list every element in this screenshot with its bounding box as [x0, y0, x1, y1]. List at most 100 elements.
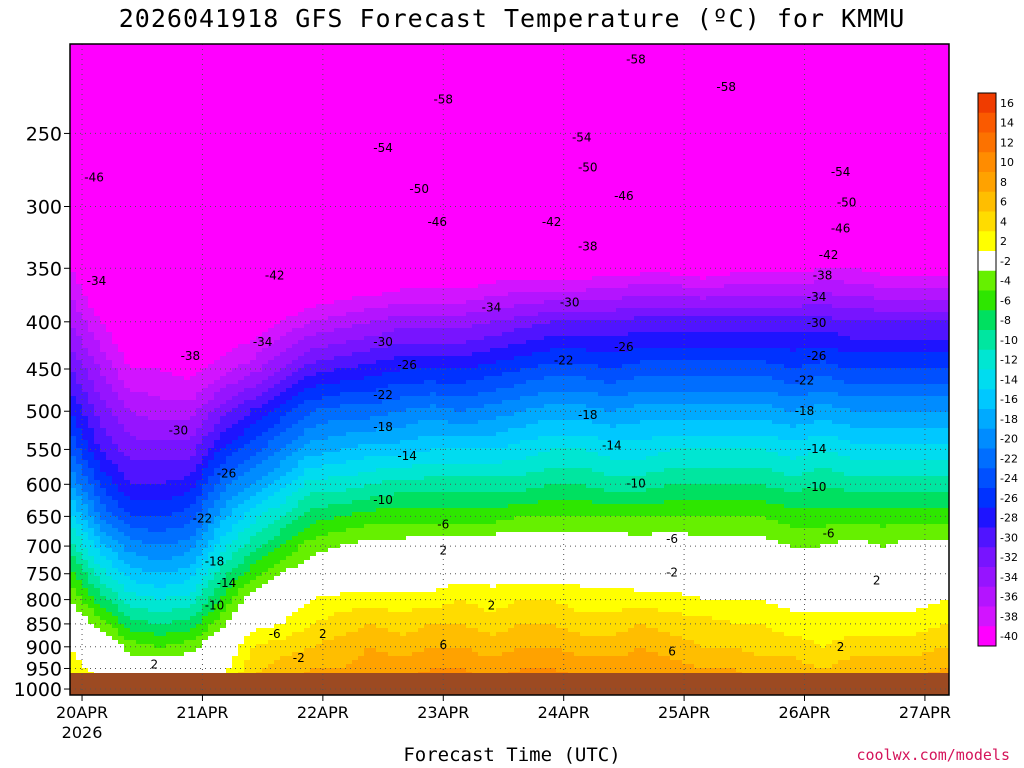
temperature-cell	[118, 556, 125, 561]
temperature-cell	[184, 104, 191, 109]
temperature-cell	[244, 372, 251, 377]
temperature-cell	[106, 620, 113, 625]
temperature-cell	[142, 668, 149, 673]
temperature-cell	[94, 116, 101, 121]
temperature-cell	[112, 560, 119, 565]
temperature-cell	[136, 308, 143, 313]
temperature-cell	[172, 660, 179, 665]
temperature-cell	[118, 220, 125, 225]
temperature-cell	[160, 560, 167, 565]
temperature-cell	[82, 312, 89, 317]
temperature-cell	[232, 640, 239, 645]
temperature-cell	[124, 328, 131, 333]
temperature-cell	[94, 352, 101, 357]
temperature-cell	[124, 540, 131, 545]
temperature-cell	[202, 172, 209, 177]
temperature-cell	[82, 516, 89, 521]
temperature-cell	[220, 372, 227, 377]
temperature-cell	[70, 428, 77, 433]
temperature-cell	[112, 648, 119, 653]
temperature-cell	[118, 424, 125, 429]
temperature-cell	[196, 604, 203, 609]
temperature-cell	[208, 100, 215, 105]
temperature-cell	[154, 252, 161, 257]
temperature-cell	[232, 116, 239, 121]
temperature-cell	[118, 108, 125, 113]
temperature-cell	[124, 292, 131, 297]
temperature-cell	[178, 668, 185, 673]
temperature-cell	[184, 544, 191, 549]
temperature-cell	[196, 540, 203, 545]
temperature-cell	[88, 312, 95, 317]
temperature-cell	[124, 100, 131, 105]
temperature-cell	[154, 648, 161, 653]
temperature-cell	[172, 380, 179, 385]
temperature-cell	[244, 88, 251, 93]
temperature-cell	[226, 224, 233, 229]
temperature-cell	[166, 44, 173, 49]
temperature-cell	[184, 636, 191, 641]
temperature-cell	[118, 176, 125, 181]
temperature-cell	[202, 556, 209, 561]
temperature-cell	[184, 352, 191, 357]
temperature-cell	[142, 556, 149, 561]
temperature-cell	[118, 184, 125, 189]
temperature-cell	[190, 480, 197, 485]
temperature-cell	[100, 468, 107, 473]
temperature-cell	[166, 492, 173, 497]
temperature-cell	[142, 56, 149, 61]
temperature-cell	[226, 144, 233, 149]
temperature-cell	[214, 376, 221, 381]
temperature-cell	[160, 192, 167, 197]
temperature-cell	[112, 116, 119, 121]
temperature-cell	[154, 472, 161, 477]
temperature-cell	[100, 88, 107, 93]
temperature-cell	[124, 160, 131, 165]
temperature-cell	[136, 168, 143, 173]
temperature-cell	[106, 56, 113, 61]
temperature-cell	[100, 256, 107, 261]
temperature-cell	[154, 528, 161, 533]
temperature-cell	[76, 536, 83, 541]
temperature-cell	[142, 560, 149, 565]
temperature-cell	[226, 556, 233, 561]
temperature-cell	[214, 628, 221, 633]
temperature-cell	[88, 500, 95, 505]
temperature-cell	[154, 480, 161, 485]
temperature-cell	[118, 364, 125, 369]
temperature-cell	[118, 668, 125, 673]
temperature-cell	[220, 264, 227, 269]
temperature-cell	[106, 80, 113, 85]
temperature-cell	[250, 172, 257, 177]
temperature-cell	[232, 72, 239, 77]
temperature-cell	[244, 436, 251, 441]
temperature-cell	[148, 316, 155, 321]
temperature-cell	[250, 188, 257, 193]
temperature-cell	[70, 648, 77, 653]
temperature-cell	[142, 348, 149, 353]
temperature-cell	[148, 504, 155, 509]
temperature-cell	[106, 340, 113, 345]
temperature-cell	[220, 648, 227, 653]
temperature-cell	[76, 72, 83, 77]
temperature-cell	[136, 564, 143, 569]
temperature-cell	[190, 552, 197, 557]
temperature-cell	[94, 620, 101, 625]
temperature-cell	[70, 216, 77, 221]
temperature-cell	[166, 436, 173, 441]
temperature-cell	[154, 324, 161, 329]
temperature-cell	[100, 140, 107, 145]
temperature-cell	[190, 172, 197, 177]
temperature-cell	[172, 80, 179, 85]
temperature-cell	[100, 424, 107, 429]
temperature-cell	[214, 484, 221, 489]
temperature-cell	[82, 136, 89, 141]
temperature-cell	[76, 168, 83, 173]
temperature-cell	[220, 172, 227, 177]
temperature-cell	[82, 348, 89, 353]
temperature-cell	[208, 300, 215, 305]
temperature-cell	[100, 532, 107, 537]
temperature-cell	[190, 312, 197, 317]
temperature-cell	[124, 108, 131, 113]
temperature-cell	[94, 288, 101, 293]
